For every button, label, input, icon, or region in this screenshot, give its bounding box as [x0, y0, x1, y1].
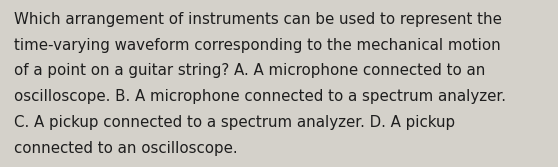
Text: Which arrangement of instruments can be used to represent the: Which arrangement of instruments can be …	[14, 12, 502, 27]
Text: time-varying waveform corresponding to the mechanical motion: time-varying waveform corresponding to t…	[14, 38, 501, 53]
Text: of a point on a guitar string? A. A microphone connected to an: of a point on a guitar string? A. A micr…	[14, 63, 485, 78]
Text: C. A pickup connected to a spectrum analyzer. D. A pickup: C. A pickup connected to a spectrum anal…	[14, 115, 455, 130]
Text: oscilloscope. B. A microphone connected to a spectrum analyzer.: oscilloscope. B. A microphone connected …	[14, 89, 506, 104]
Text: connected to an oscilloscope.: connected to an oscilloscope.	[14, 141, 238, 156]
